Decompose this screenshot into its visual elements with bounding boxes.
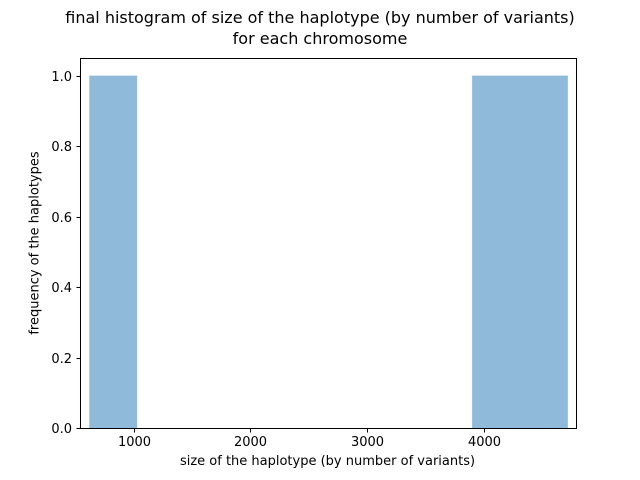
- histogram-bars: [89, 75, 568, 428]
- x-axis-ticks: 1000 2000 3000 4000: [118, 428, 501, 450]
- y-tick-label: 0.4: [51, 281, 72, 296]
- y-tick-label: 0.8: [51, 140, 72, 155]
- histogram-bar: [89, 75, 138, 428]
- y-tick-label: 0.6: [51, 211, 72, 226]
- x-tick-label: 2000: [234, 435, 267, 450]
- y-axis-ticks: 0.0 0.2 0.4 0.6 0.8 1.0: [51, 70, 81, 437]
- x-tick-label: 1000: [118, 435, 151, 450]
- histogram-bar: [472, 75, 520, 428]
- chart-title-line2: for each chromosome: [232, 29, 408, 48]
- y-tick-label: 1.0: [51, 70, 72, 85]
- x-tick-label: 4000: [468, 435, 501, 450]
- histogram-bar: [519, 75, 568, 428]
- x-axis-label: size of the haplotype (by number of vari…: [179, 454, 476, 469]
- y-tick-label: 0.0: [51, 422, 72, 437]
- chart-title: final histogram of size of the haplotype…: [65, 8, 575, 27]
- y-tick-label: 0.2: [51, 352, 72, 367]
- axes-frame: [80, 58, 577, 429]
- y-axis-label: frequency of the haplotypes: [27, 151, 43, 335]
- x-tick-label: 3000: [351, 435, 384, 450]
